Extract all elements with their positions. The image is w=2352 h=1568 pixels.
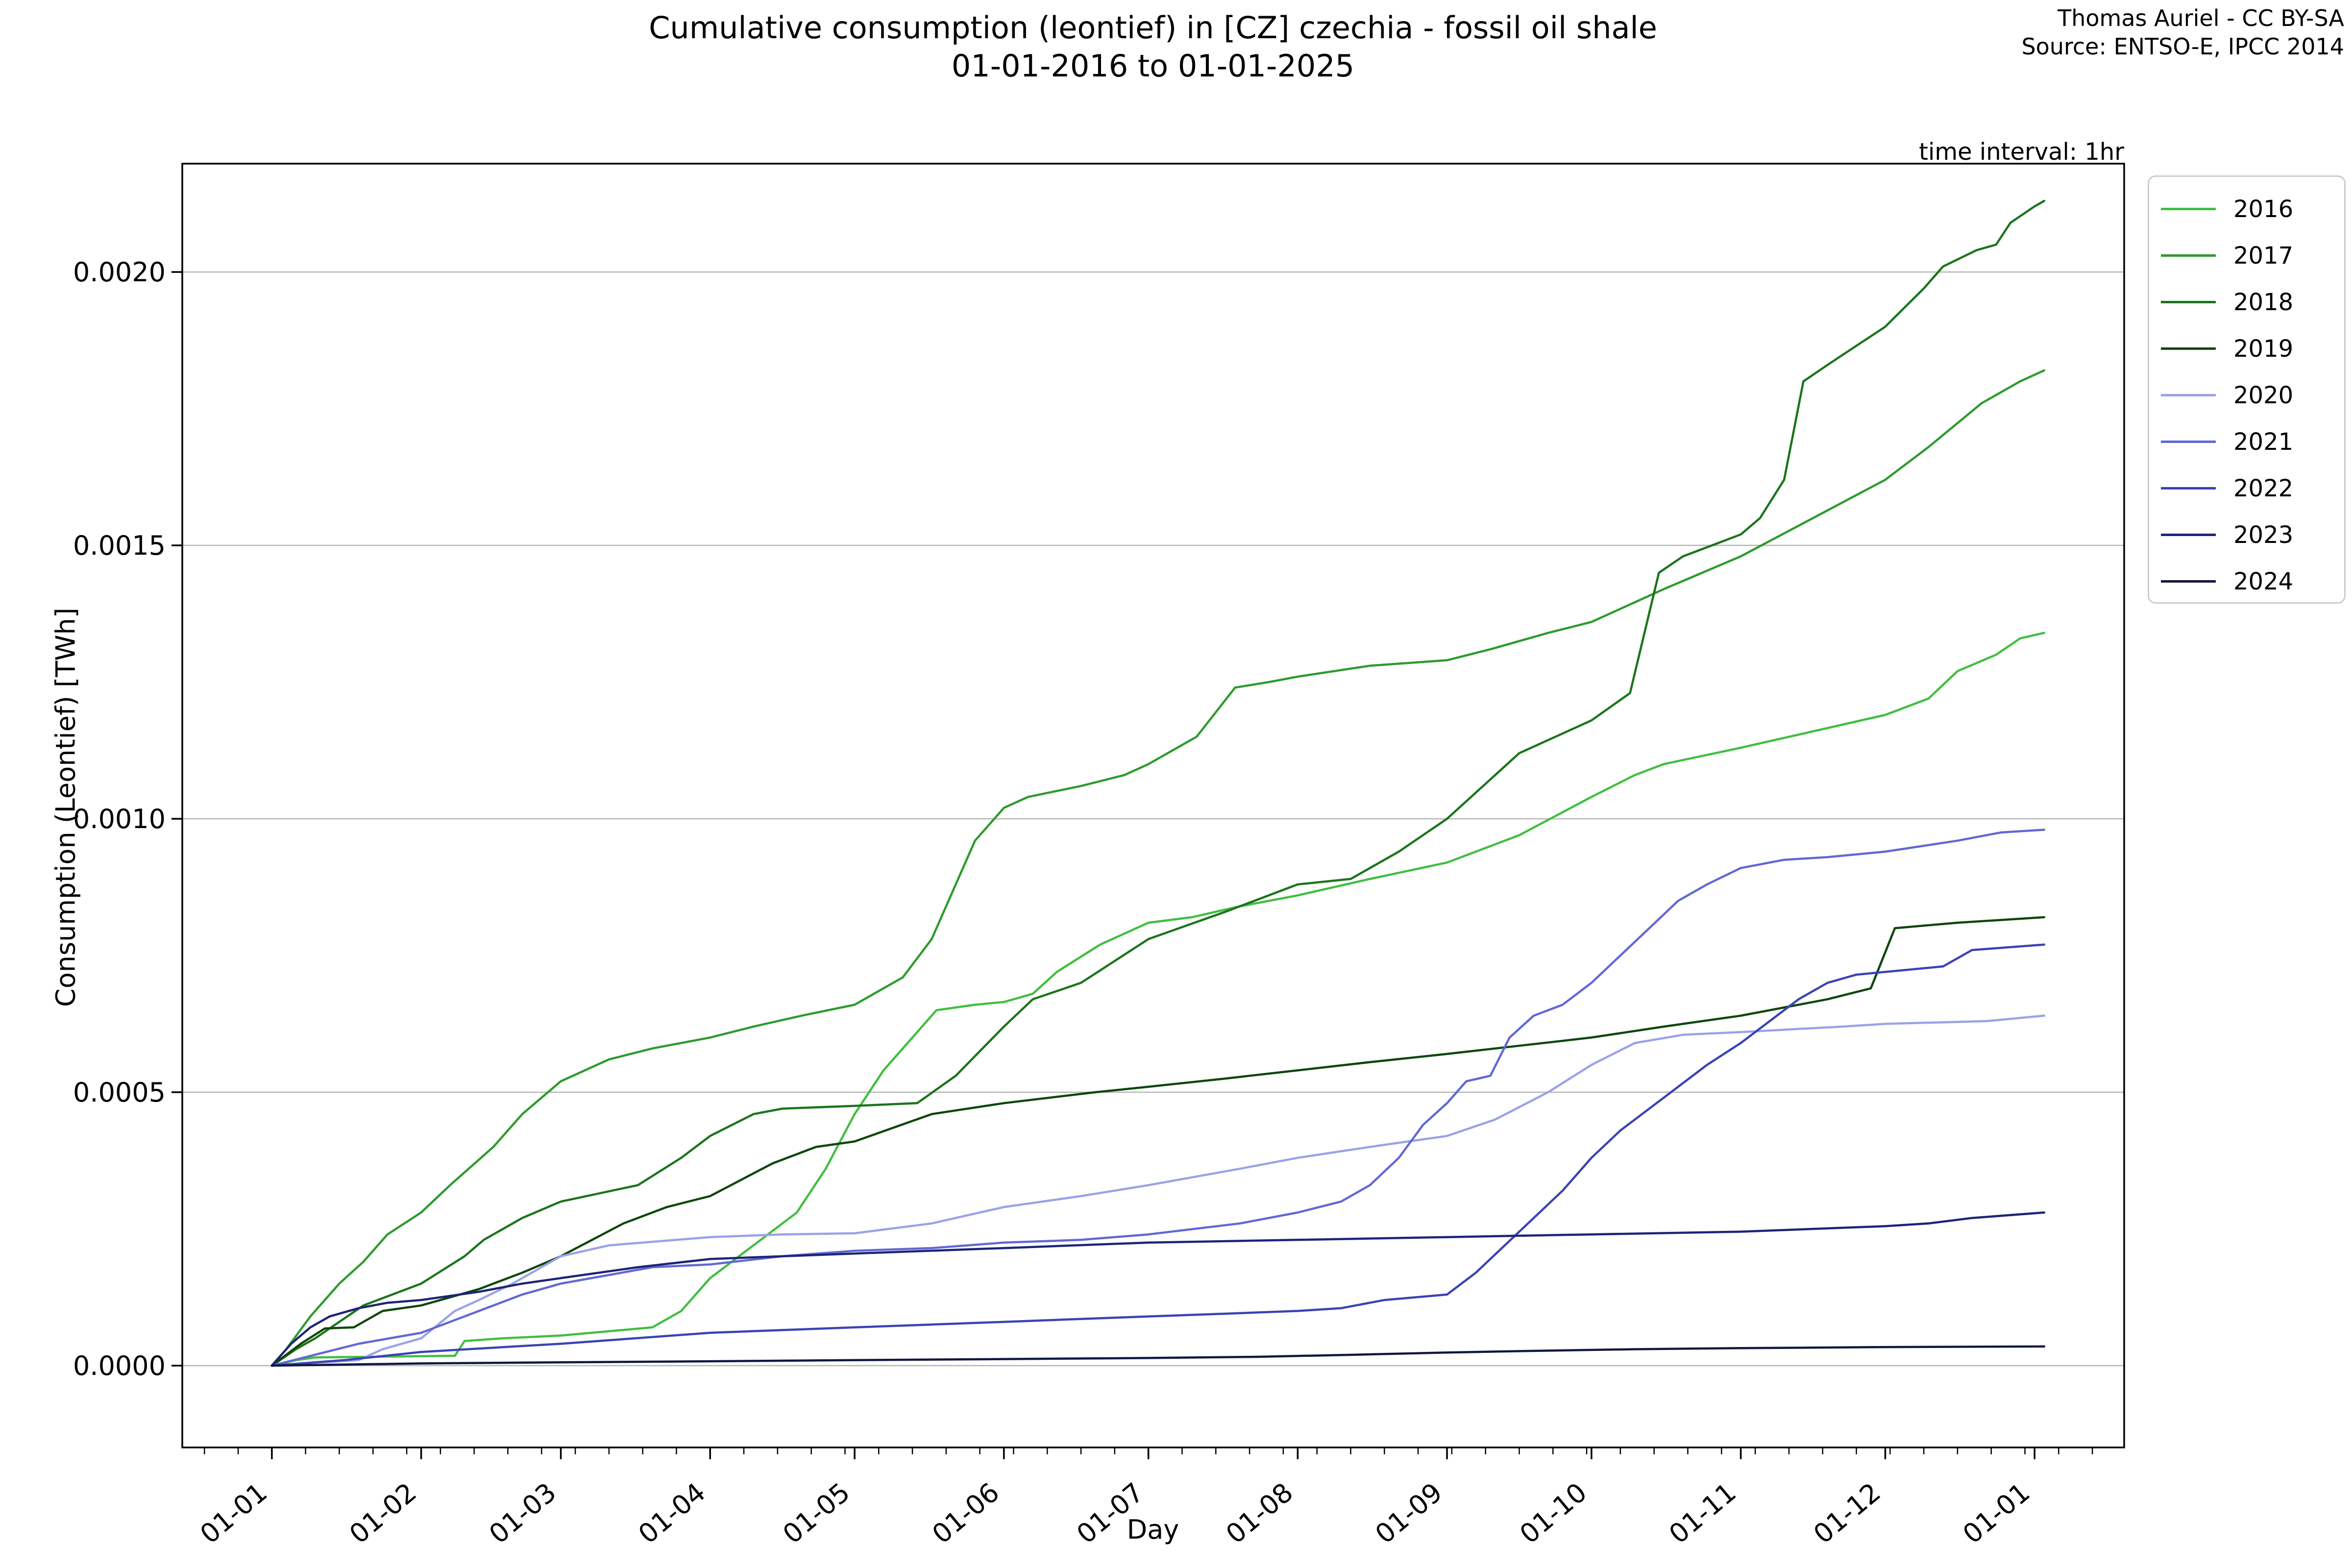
legend-item-label: 2017 <box>2233 242 2294 270</box>
series-line-2023 <box>270 1211 2046 1367</box>
attribution-author: Thomas Auriel - CC BY-SA <box>2058 5 2344 31</box>
legend-item-2020: 2020 <box>2149 372 2344 418</box>
y-axis-label: Consumption (Leontief) [TWh] <box>50 608 81 1007</box>
legend-item-label: 2019 <box>2233 335 2294 363</box>
series-line-2019 <box>270 916 2046 1367</box>
series-line-2018 <box>270 199 2046 1367</box>
series-line-2022 <box>270 943 2046 1367</box>
legend-line-swatch <box>2161 487 2216 490</box>
legend-line-swatch <box>2161 580 2216 583</box>
series-line-2024 <box>270 1345 2046 1367</box>
series-line-2020 <box>270 1014 2046 1367</box>
legend-item-2016: 2016 <box>2149 186 2344 232</box>
legend-line-swatch <box>2161 254 2216 257</box>
time-interval-annotation: time interval: 1hr <box>1919 138 2124 166</box>
legend-item-2022: 2022 <box>2149 465 2344 512</box>
y-tick-label: 0.0000 <box>73 1350 166 1381</box>
attribution-text: Thomas Auriel - CC BY-SA Source: ENTSO-E… <box>2021 4 2344 61</box>
chart-title-line1: Cumulative consumption (leontief) in [CZ… <box>649 10 1657 46</box>
legend-item-2021: 2021 <box>2149 418 2344 465</box>
legend-line-swatch <box>2161 441 2216 443</box>
y-tick-label: 0.0020 <box>73 257 166 288</box>
series-line-2021 <box>270 829 2046 1367</box>
legend-item-label: 2020 <box>2233 381 2294 409</box>
legend-item-2017: 2017 <box>2149 232 2344 279</box>
legend-item-2019: 2019 <box>2149 325 2344 372</box>
legend-item-label: 2021 <box>2233 428 2294 456</box>
series-line-2016 <box>270 632 2046 1367</box>
legend-item-2023: 2023 <box>2149 512 2344 558</box>
x-axis-label: Day <box>1127 1514 1179 1545</box>
legend-line-swatch <box>2161 208 2216 210</box>
y-tick-label: 0.0005 <box>73 1077 166 1108</box>
legend-line-swatch <box>2161 394 2216 396</box>
attribution-source: Source: ENTSO-E, IPCC 2014 <box>2021 33 2344 60</box>
legend-item-label: 2018 <box>2233 288 2294 316</box>
legend-line-swatch <box>2161 347 2216 350</box>
plot-spines <box>181 163 2125 1448</box>
legend-line-swatch <box>2161 301 2216 303</box>
chart-title: Cumulative consumption (leontief) in [CZ… <box>0 9 2306 85</box>
y-tick-label: 0.0015 <box>73 530 166 561</box>
legend-line-swatch <box>2161 534 2216 536</box>
y-tick-label: 0.0010 <box>73 804 166 834</box>
legend-item-label: 2023 <box>2233 521 2294 549</box>
series-line-2017 <box>270 369 2046 1367</box>
chart-title-line2: 01-01-2016 to 01-01-2025 <box>951 48 1355 84</box>
legend-item-label: 2024 <box>2233 567 2294 595</box>
legend-item-2024: 2024 <box>2149 558 2344 605</box>
legend: 2016 2017 2018 2019 2020 2021 2022 2023 2024 <box>2148 175 2346 604</box>
legend-item-2018: 2018 <box>2149 279 2344 325</box>
legend-item-label: 2022 <box>2233 474 2294 502</box>
legend-item-label: 2016 <box>2233 195 2294 223</box>
